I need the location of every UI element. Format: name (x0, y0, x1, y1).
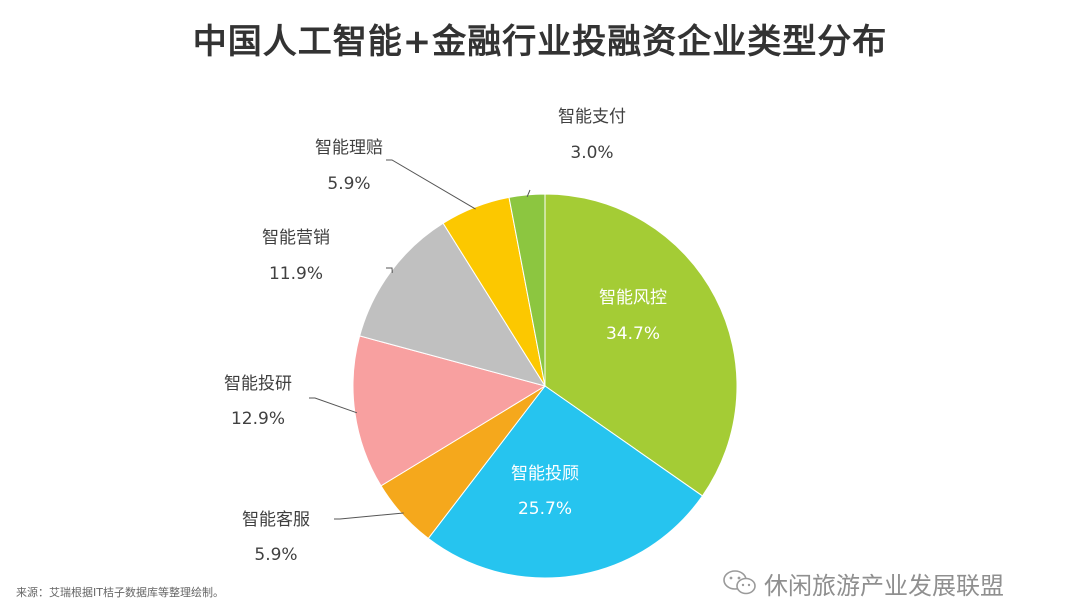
wechat-icon (723, 570, 756, 595)
leader-line-5 (386, 267, 393, 273)
source-note: 来源：艾瑞根据IT桔子数据库等整理绘制。 (16, 586, 224, 599)
pie-slice-1 (544, 193, 738, 497)
leader-line-3 (334, 512, 404, 520)
slice-label-4: 智能投研 (224, 374, 292, 394)
slice-value-3: 5.9% (254, 545, 297, 565)
slice-label-3: 智能客服 (242, 510, 310, 530)
slice-label-5: 智能营销 (262, 228, 330, 248)
slice-label-1: 智能风控 (599, 288, 667, 308)
slice-label-6: 智能理赔 (315, 138, 383, 158)
pie-slice-7 (508, 193, 546, 387)
leader-line-4 (309, 397, 358, 414)
slice-value-2: 25.7% (518, 499, 572, 519)
chart-title: 中国人工智能+金融行业投融资企业类型分布 (192, 22, 888, 62)
pie-slice-2 (427, 385, 704, 579)
slice-label-7: 智能支付 (558, 107, 626, 127)
slice-label-2: 智能投顾 (511, 464, 579, 484)
leader-line-6 (386, 159, 476, 210)
slice-value-1: 34.7% (606, 324, 660, 344)
slice-value-5: 11.9% (269, 264, 323, 284)
watermark: 休闲旅游产业发展联盟 (722, 566, 1004, 600)
leader-line-7 (526, 189, 531, 197)
watermark-text: 休闲旅游产业发展联盟 (764, 571, 1004, 600)
pie-slice-5 (359, 222, 547, 387)
slice-value-7: 3.0% (570, 143, 613, 163)
slice-value-6: 5.9% (327, 174, 370, 194)
slice-value-4: 12.9% (231, 409, 285, 429)
